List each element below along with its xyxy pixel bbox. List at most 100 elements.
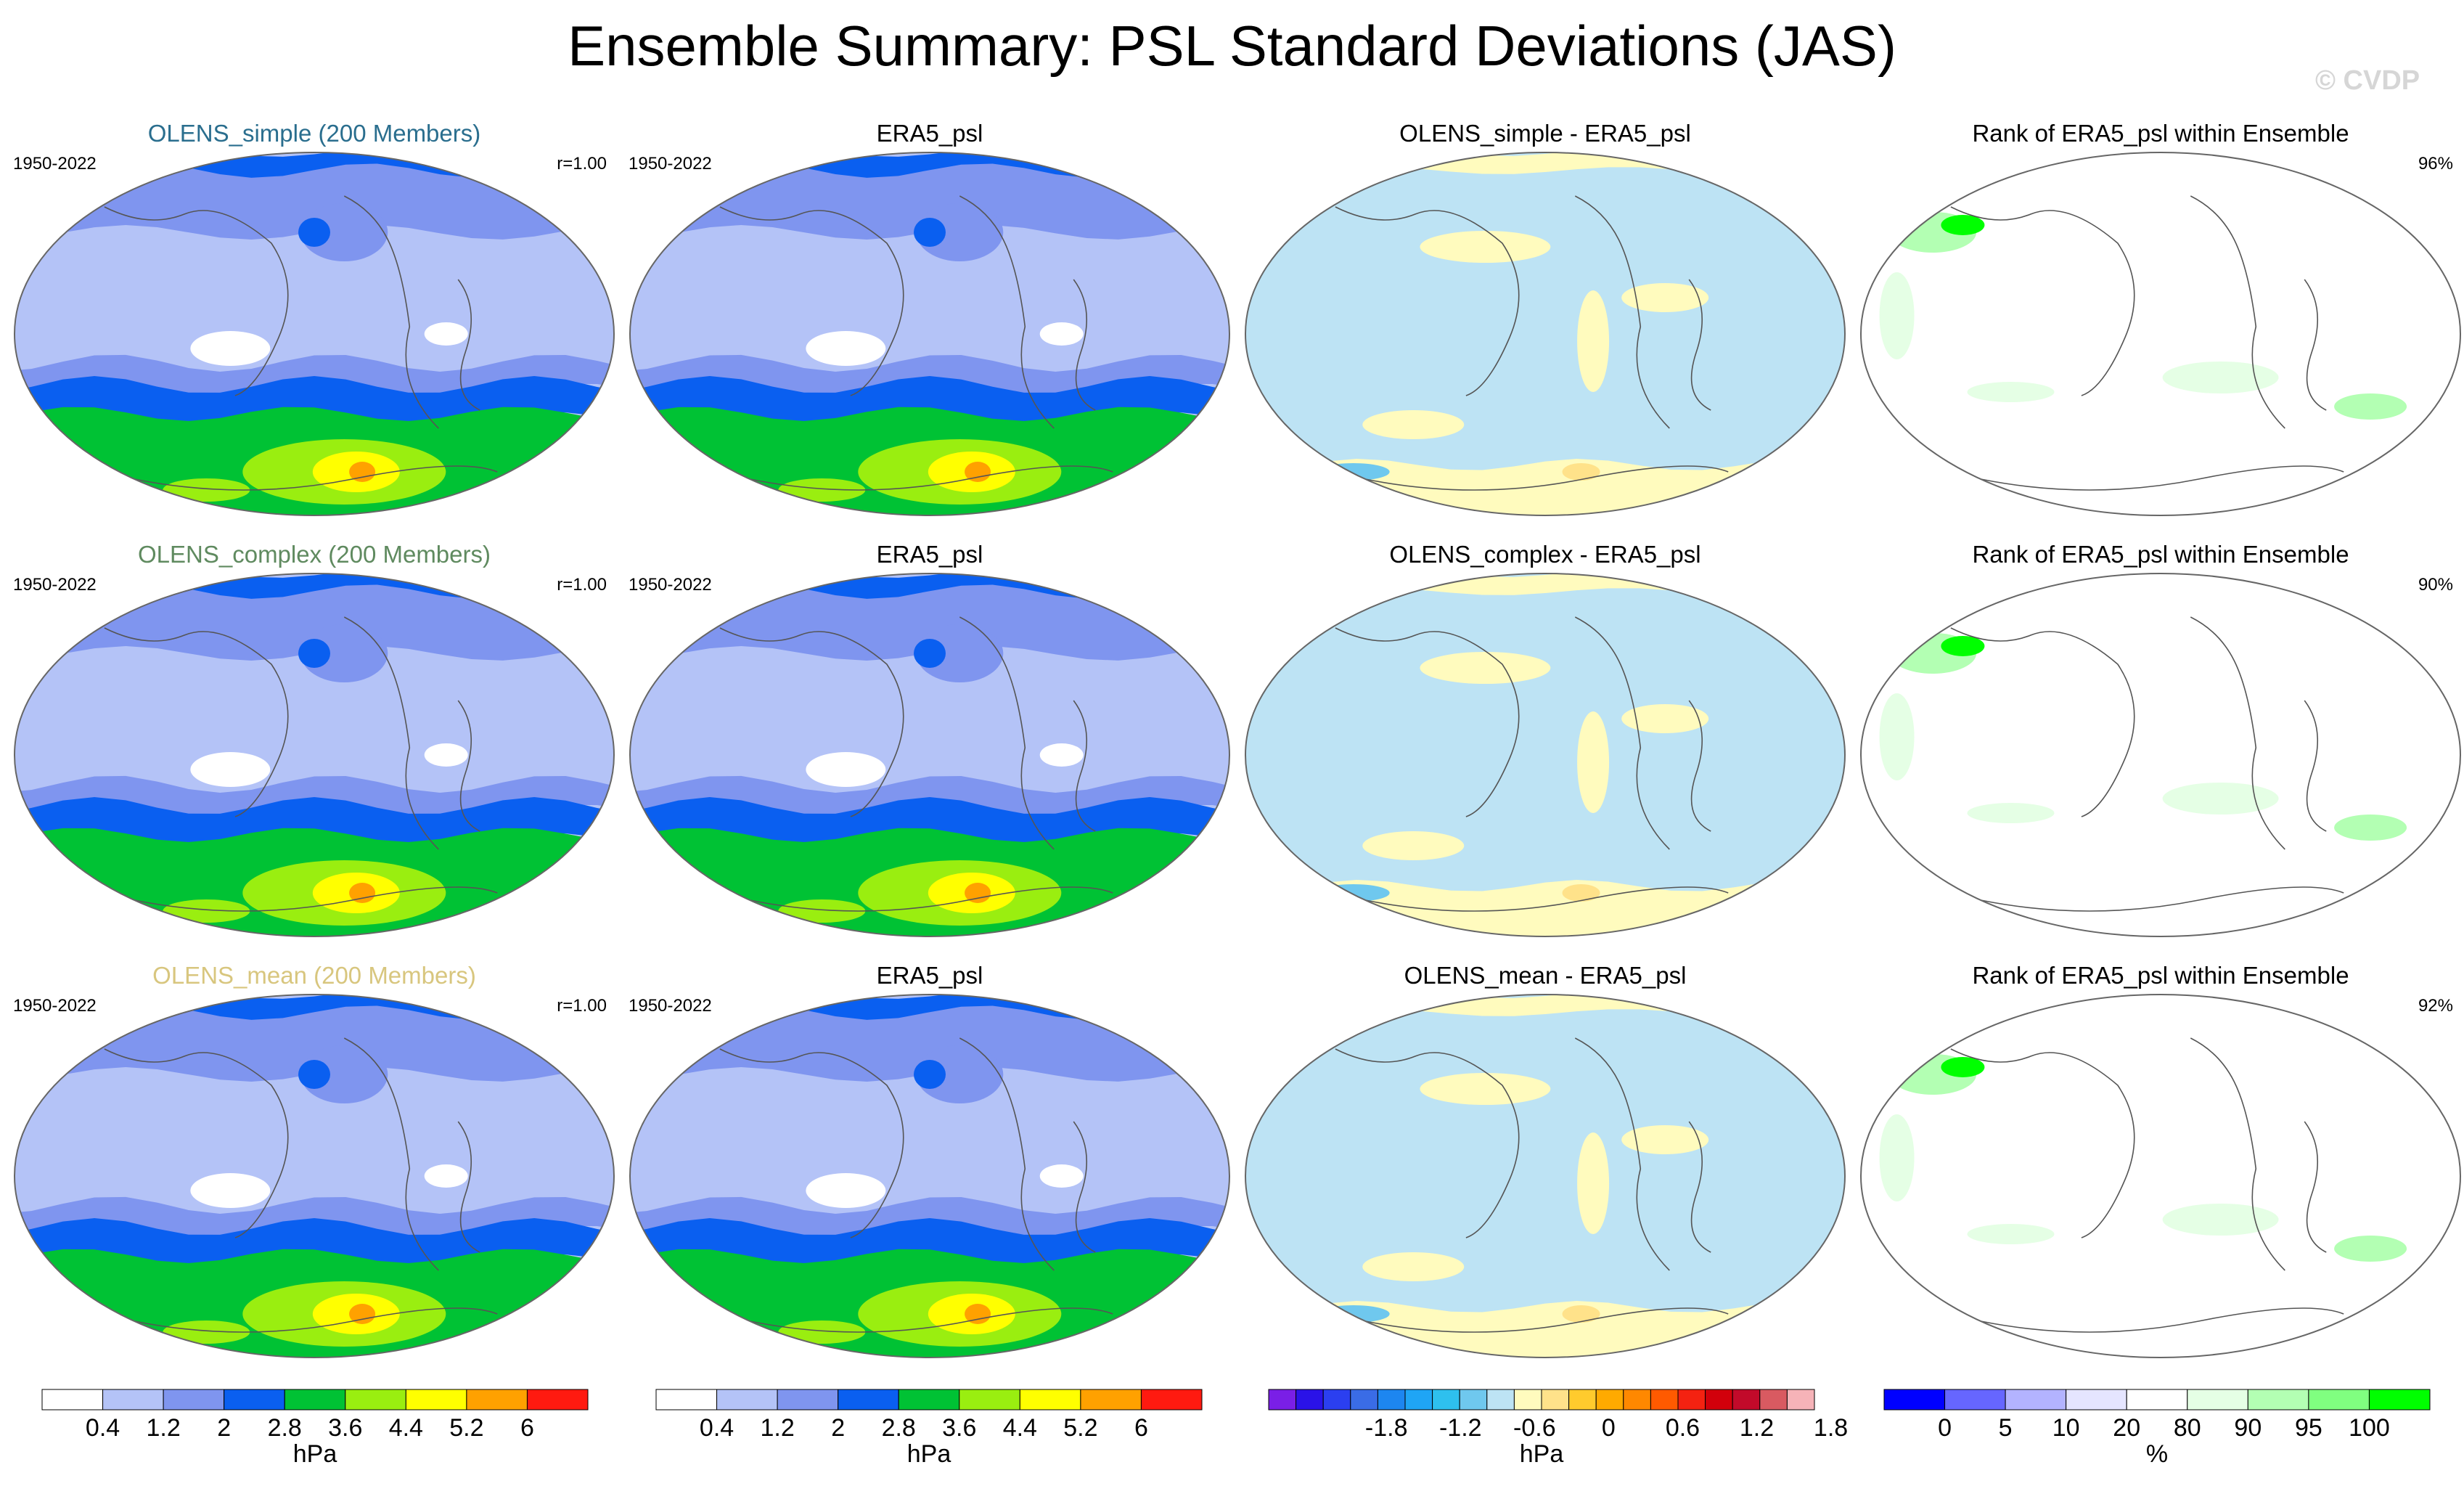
contour-band <box>298 1060 330 1089</box>
contour-band <box>778 899 866 923</box>
contour-band <box>1621 704 1709 733</box>
colorbar-swatch <box>777 1389 839 1411</box>
colorbar-tick-label: 2 <box>217 1414 231 1442</box>
colorbar-swatch <box>1019 1389 1081 1411</box>
coastline <box>104 1037 498 1333</box>
contour-band <box>1941 1057 1985 1077</box>
colorbar-swatch <box>1677 1389 1706 1411</box>
colorbar-tick-label: 6 <box>1134 1414 1148 1442</box>
colorbar-swatch <box>716 1389 778 1411</box>
map-border <box>1860 152 2461 516</box>
colorbar-tick-label: 2 <box>831 1414 845 1442</box>
map-border <box>629 573 1230 937</box>
coastline <box>1950 195 2344 491</box>
contour-band <box>778 478 866 502</box>
pattern-corr-label: r=1.00 <box>557 575 607 595</box>
contour-band <box>1245 459 1845 515</box>
contour-band <box>965 883 991 903</box>
colorbar-swatch <box>405 1389 467 1411</box>
sd-map <box>629 573 1230 937</box>
period-label: 1950-2022 <box>13 996 97 1016</box>
diff-map <box>1245 573 1846 937</box>
map-border <box>1860 994 2461 1358</box>
panel-title: Rank of ERA5_psl within Ensemble <box>1972 962 2349 989</box>
contour-band <box>1967 803 2055 823</box>
colorbar-swatch <box>1568 1389 1597 1411</box>
period-label: 1950-2022 <box>629 996 712 1016</box>
map-border <box>14 573 615 937</box>
colorbar-swatch <box>1513 1389 1542 1411</box>
colorbar-tick-label: -0.6 <box>1513 1414 1556 1442</box>
diff-map <box>1245 994 1846 1358</box>
contour-band <box>1861 152 2460 515</box>
contour-band <box>15 1005 614 1082</box>
colorbar-swatch <box>1296 1389 1324 1411</box>
colorbar-tick-label: -1.2 <box>1439 1414 1482 1442</box>
map-border <box>1245 573 1846 937</box>
contour-band <box>1861 995 2460 1358</box>
colorbar-tick-label: 95 <box>2295 1414 2322 1442</box>
contour-band <box>349 883 376 903</box>
contour-band <box>1562 884 1600 902</box>
contour-band <box>1317 1305 1390 1323</box>
colorbar <box>1883 1389 2431 1411</box>
map-border <box>629 152 1230 516</box>
contour-band <box>1245 880 1845 936</box>
colorbar-swatch <box>102 1389 164 1411</box>
contour-band <box>914 639 946 668</box>
contour-band <box>914 1060 946 1089</box>
colorbar-swatch <box>1268 1389 1297 1411</box>
figure-title: Ensemble Summary: PSL Standard Deviation… <box>568 14 1896 78</box>
rank-pct-label: 92% <box>2418 996 2453 1016</box>
colorbar-swatch <box>1350 1389 1378 1411</box>
colorbar-swatch <box>1595 1389 1624 1411</box>
panel-title: OLENS_simple - ERA5_psl <box>1399 120 1691 147</box>
colorbar-swatch <box>284 1389 346 1411</box>
coastline <box>104 195 498 491</box>
contour-band <box>1420 231 1551 263</box>
contour-band <box>15 163 614 240</box>
contour-band <box>1362 1252 1465 1281</box>
panel-title: OLENS_simple (200 Members) <box>148 120 481 147</box>
contour-band <box>965 1304 991 1324</box>
contour-band <box>15 584 614 661</box>
rank-pct-label: 96% <box>2418 154 2453 173</box>
coastline <box>104 616 498 912</box>
period-label: 1950-2022 <box>629 575 712 595</box>
panel-title: OLENS_complex (200 Members) <box>138 541 491 568</box>
contour-band <box>190 331 271 366</box>
contour-band <box>1562 1305 1600 1323</box>
contour-band <box>1039 1164 1084 1188</box>
pattern-corr-label: r=1.00 <box>557 154 607 173</box>
colorbar-swatch <box>1140 1389 1203 1411</box>
colorbar-tick-label: 3.6 <box>942 1414 976 1442</box>
coastline <box>719 195 1113 491</box>
coastline <box>1950 1037 2344 1333</box>
contour-band <box>1245 1301 1845 1358</box>
colorbar-swatch <box>1650 1389 1679 1411</box>
contour-band <box>630 584 1229 661</box>
colorbar-tick-label: 1.8 <box>1814 1414 1848 1442</box>
colorbar-tick-label: 1.2 <box>146 1414 180 1442</box>
colorbar-swatch <box>41 1389 104 1411</box>
contour-band <box>1577 711 1610 813</box>
contour-band <box>2334 1236 2407 1262</box>
coastline <box>1335 1037 1729 1333</box>
colorbar-swatch <box>466 1389 528 1411</box>
contour-band <box>190 752 271 787</box>
contour-band <box>1245 995 1845 1358</box>
contour-band <box>2334 393 2407 420</box>
map-border <box>1860 573 2461 937</box>
contour-band <box>190 1173 271 1208</box>
colorbar-tick-label: 20 <box>2113 1414 2140 1442</box>
contour-band <box>300 624 388 682</box>
contour-band <box>1362 410 1465 439</box>
coastline <box>1950 616 2344 912</box>
contour-band <box>1420 1073 1551 1105</box>
colorbar-swatch <box>2308 1389 2370 1411</box>
period-label: 1950-2022 <box>13 154 97 173</box>
contour-band <box>1577 290 1610 392</box>
contour-band <box>1362 831 1465 860</box>
sd-map <box>14 994 615 1358</box>
